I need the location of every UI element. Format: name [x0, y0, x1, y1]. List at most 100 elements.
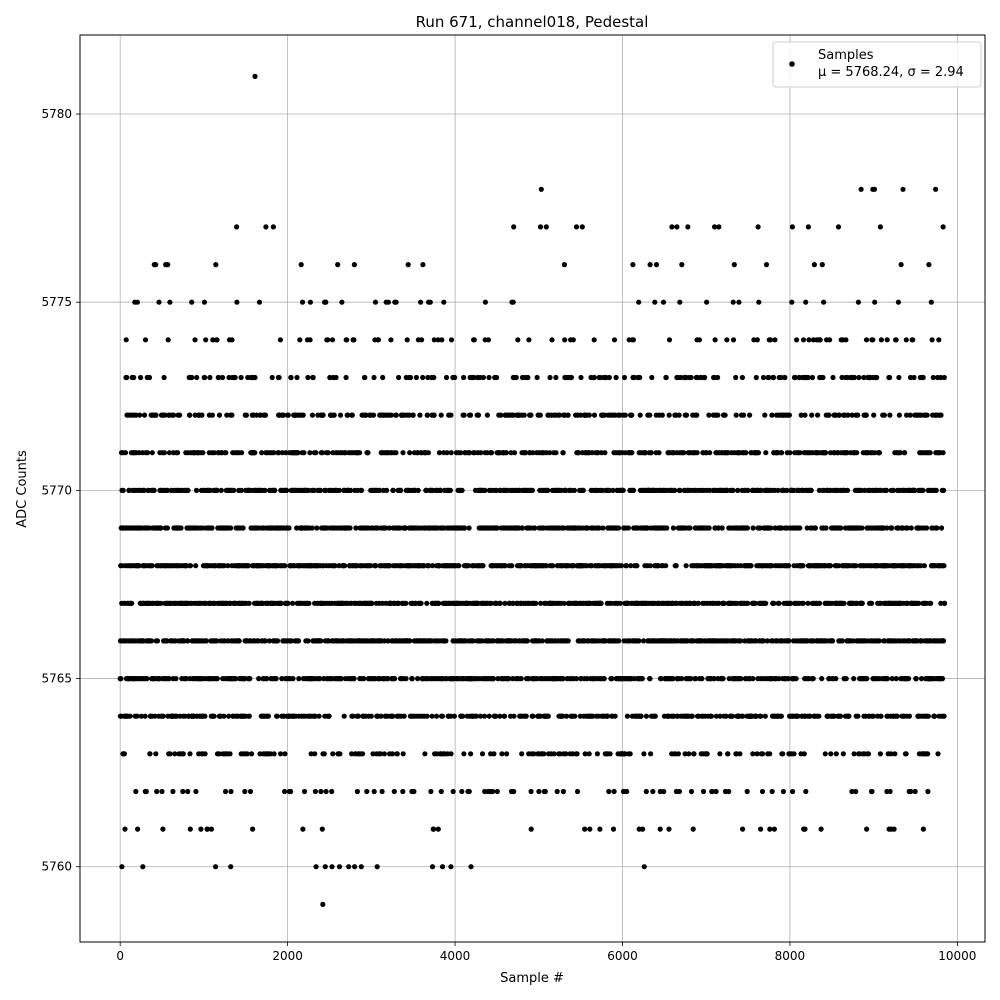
data-point	[924, 412, 930, 418]
data-point	[329, 788, 335, 795]
data-point	[310, 374, 316, 381]
data-point	[687, 525, 693, 531]
data-point	[430, 563, 436, 569]
data-point	[730, 337, 737, 343]
data-point	[407, 638, 413, 644]
data-point	[941, 563, 947, 569]
data-point	[757, 525, 763, 531]
data-point	[543, 224, 549, 230]
data-point	[364, 788, 370, 795]
data-point	[290, 600, 296, 606]
data-points	[117, 73, 948, 908]
data-point	[234, 299, 240, 305]
data-point	[467, 450, 473, 456]
data-point	[400, 788, 406, 795]
data-point	[745, 600, 751, 606]
data-point	[887, 788, 893, 795]
data-point	[753, 374, 759, 381]
data-point	[475, 412, 482, 418]
data-point	[560, 713, 566, 719]
data-point	[231, 487, 237, 493]
data-point	[750, 751, 756, 757]
data-point	[403, 676, 409, 682]
data-point	[528, 826, 534, 832]
data-point	[167, 299, 173, 305]
data-point	[490, 788, 496, 795]
data-point	[216, 751, 222, 757]
data-point	[889, 525, 895, 531]
data-point	[740, 826, 746, 832]
data-point	[427, 299, 433, 305]
data-point	[737, 751, 743, 757]
data-point	[610, 826, 617, 832]
data-point	[252, 450, 258, 456]
data-point	[713, 788, 719, 795]
data-point	[318, 638, 324, 644]
data-point	[200, 450, 206, 456]
data-point	[531, 751, 537, 757]
data-point	[269, 374, 275, 381]
data-point	[549, 337, 555, 343]
data-point	[663, 563, 669, 569]
data-point	[401, 713, 407, 719]
data-point	[611, 788, 617, 795]
data-point	[808, 487, 814, 493]
data-point	[222, 788, 229, 795]
data-point	[896, 374, 902, 381]
data-point	[528, 412, 534, 418]
data-point	[391, 788, 397, 795]
data-point	[800, 600, 806, 606]
data-point	[202, 374, 208, 381]
data-point	[370, 412, 377, 418]
data-point	[855, 412, 861, 418]
data-point	[855, 713, 861, 719]
data-point	[738, 676, 744, 682]
data-point	[876, 450, 883, 456]
data-point	[152, 713, 158, 719]
data-point	[160, 826, 166, 832]
data-point	[389, 751, 395, 757]
data-point	[537, 713, 544, 719]
data-point	[706, 525, 712, 531]
data-point	[876, 638, 882, 644]
data-point	[323, 788, 329, 795]
data-point	[942, 600, 948, 606]
data-point	[547, 374, 553, 381]
data-point	[413, 374, 419, 381]
data-point	[647, 563, 653, 569]
data-point	[920, 826, 927, 832]
data-point	[151, 487, 157, 493]
data-point	[933, 487, 939, 493]
data-point	[193, 788, 199, 795]
data-point	[884, 525, 890, 531]
data-point	[702, 374, 708, 381]
data-point	[673, 563, 679, 569]
data-point	[418, 299, 424, 305]
data-point	[178, 525, 184, 531]
data-point	[160, 713, 166, 719]
data-point	[568, 374, 575, 381]
data-point	[538, 600, 544, 606]
data-point	[118, 676, 124, 682]
data-point	[769, 412, 775, 418]
data-point	[185, 788, 191, 795]
data-point	[424, 412, 430, 418]
data-point	[375, 525, 381, 531]
data-point	[836, 412, 842, 418]
data-point	[840, 751, 846, 757]
data-point	[198, 826, 204, 832]
data-point	[153, 262, 159, 268]
data-point	[323, 299, 329, 305]
data-point	[871, 412, 877, 418]
data-point	[299, 299, 306, 305]
data-point	[484, 412, 490, 418]
data-point	[895, 299, 902, 305]
data-point	[398, 487, 404, 493]
data-point	[750, 525, 756, 531]
data-point	[907, 412, 913, 418]
data-point	[204, 826, 210, 832]
data-point	[700, 788, 707, 795]
data-point	[159, 788, 165, 795]
data-point	[282, 563, 288, 569]
